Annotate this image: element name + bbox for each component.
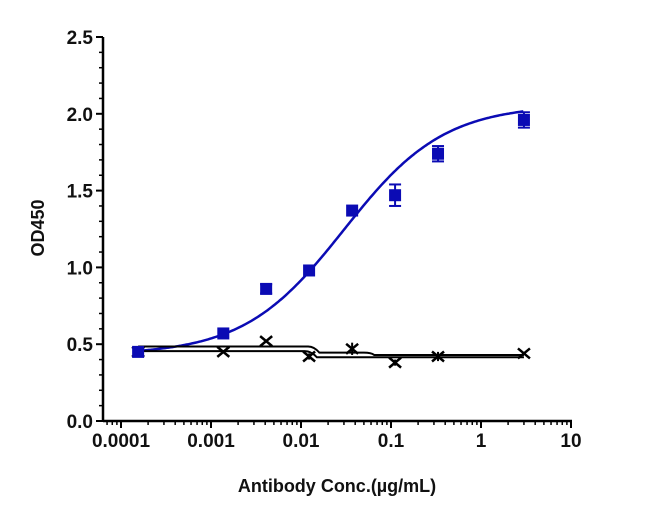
x-axis-title: Antibody Conc.(µg/mL) bbox=[238, 476, 436, 496]
control-point bbox=[388, 356, 402, 369]
control-point bbox=[259, 335, 273, 348]
binding-point bbox=[389, 183, 402, 207]
binding-point bbox=[303, 264, 316, 277]
axes: 0.0 0.5 1.0 1.5 2.0 2.5 0.0001 0.001 0.01 0.1 1 10 A… bbox=[28, 28, 582, 496]
y-tick-label: 2.5 bbox=[67, 28, 94, 49]
control-fit-curve bbox=[138, 345, 524, 356]
y-tick-label: 1.0 bbox=[67, 258, 93, 279]
x-tick-label: 0.01 bbox=[283, 431, 320, 452]
x-tick-label: 0.0001 bbox=[92, 431, 151, 452]
control-point bbox=[345, 342, 359, 355]
binding-point bbox=[432, 145, 445, 163]
binding-point bbox=[346, 204, 359, 217]
binding-point bbox=[217, 327, 230, 340]
x-tick-label: 10 bbox=[560, 431, 581, 452]
y-tick-label: 0.5 bbox=[67, 335, 94, 356]
binding-fit-curve bbox=[138, 110, 524, 353]
control-point bbox=[517, 347, 531, 360]
x-tick-label: 1 bbox=[476, 431, 487, 452]
x-tick-label: 0.001 bbox=[187, 431, 235, 452]
binding-point bbox=[260, 282, 273, 295]
control-point bbox=[302, 350, 316, 363]
y-axis-title: OD450 bbox=[28, 199, 48, 256]
y-tick-label: 0.0 bbox=[67, 412, 93, 433]
y-tick-label: 2.0 bbox=[67, 105, 93, 126]
control-fit-curve bbox=[138, 350, 524, 359]
control-point bbox=[216, 345, 231, 358]
y-tick-label: 1.5 bbox=[67, 182, 94, 203]
control-point bbox=[431, 350, 445, 363]
x-tick-label: 0.1 bbox=[378, 431, 405, 452]
binding-point bbox=[132, 345, 145, 358]
binding-point bbox=[517, 111, 530, 129]
